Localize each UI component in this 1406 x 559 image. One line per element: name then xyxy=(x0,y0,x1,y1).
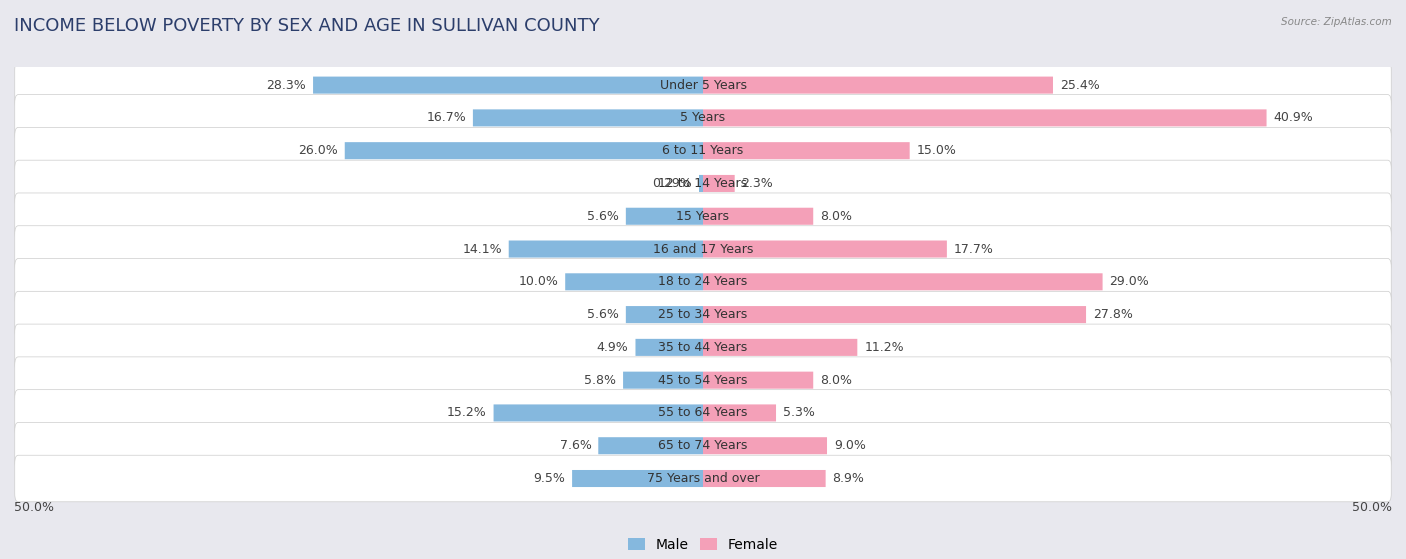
FancyBboxPatch shape xyxy=(14,160,1392,207)
FancyBboxPatch shape xyxy=(572,470,703,487)
Text: 2.3%: 2.3% xyxy=(741,177,773,190)
Text: Under 5 Years: Under 5 Years xyxy=(659,79,747,92)
FancyBboxPatch shape xyxy=(14,226,1392,272)
FancyBboxPatch shape xyxy=(14,127,1392,174)
FancyBboxPatch shape xyxy=(314,77,703,94)
FancyBboxPatch shape xyxy=(703,404,776,421)
Text: 55 to 64 Years: 55 to 64 Years xyxy=(658,406,748,419)
FancyBboxPatch shape xyxy=(703,110,1267,126)
FancyBboxPatch shape xyxy=(703,208,813,225)
FancyBboxPatch shape xyxy=(626,208,703,225)
Text: 15 Years: 15 Years xyxy=(676,210,730,222)
FancyBboxPatch shape xyxy=(14,423,1392,469)
Text: 40.9%: 40.9% xyxy=(1274,111,1313,125)
Text: 12 to 14 Years: 12 to 14 Years xyxy=(658,177,748,190)
FancyBboxPatch shape xyxy=(703,240,946,258)
FancyBboxPatch shape xyxy=(699,175,703,192)
Text: 50.0%: 50.0% xyxy=(14,501,53,514)
Text: 26.0%: 26.0% xyxy=(298,144,337,157)
Text: 5.8%: 5.8% xyxy=(585,373,616,387)
Text: INCOME BELOW POVERTY BY SEX AND AGE IN SULLIVAN COUNTY: INCOME BELOW POVERTY BY SEX AND AGE IN S… xyxy=(14,17,600,35)
Text: 0.29%: 0.29% xyxy=(652,177,692,190)
Text: 7.6%: 7.6% xyxy=(560,439,592,452)
FancyBboxPatch shape xyxy=(703,142,910,159)
Text: 9.0%: 9.0% xyxy=(834,439,866,452)
FancyBboxPatch shape xyxy=(623,372,703,389)
Text: 65 to 74 Years: 65 to 74 Years xyxy=(658,439,748,452)
FancyBboxPatch shape xyxy=(703,470,825,487)
Text: 27.8%: 27.8% xyxy=(1092,308,1133,321)
Text: Source: ZipAtlas.com: Source: ZipAtlas.com xyxy=(1281,17,1392,27)
Text: 8.0%: 8.0% xyxy=(820,373,852,387)
FancyBboxPatch shape xyxy=(703,273,1102,290)
FancyBboxPatch shape xyxy=(14,193,1392,239)
Text: 8.9%: 8.9% xyxy=(832,472,865,485)
Text: 5.6%: 5.6% xyxy=(588,308,619,321)
FancyBboxPatch shape xyxy=(14,324,1392,371)
FancyBboxPatch shape xyxy=(703,175,735,192)
Text: 45 to 54 Years: 45 to 54 Years xyxy=(658,373,748,387)
Text: 16 and 17 Years: 16 and 17 Years xyxy=(652,243,754,255)
Text: 5.3%: 5.3% xyxy=(783,406,815,419)
FancyBboxPatch shape xyxy=(14,390,1392,436)
FancyBboxPatch shape xyxy=(14,291,1392,338)
Text: 9.5%: 9.5% xyxy=(533,472,565,485)
Text: 29.0%: 29.0% xyxy=(1109,276,1149,288)
FancyBboxPatch shape xyxy=(14,455,1392,502)
FancyBboxPatch shape xyxy=(509,240,703,258)
Text: 5 Years: 5 Years xyxy=(681,111,725,125)
FancyBboxPatch shape xyxy=(14,62,1392,108)
Text: 28.3%: 28.3% xyxy=(266,79,307,92)
FancyBboxPatch shape xyxy=(14,94,1392,141)
Text: 5.6%: 5.6% xyxy=(588,210,619,222)
FancyBboxPatch shape xyxy=(472,110,703,126)
FancyBboxPatch shape xyxy=(636,339,703,356)
Legend: Male, Female: Male, Female xyxy=(623,532,783,557)
FancyBboxPatch shape xyxy=(14,258,1392,305)
Text: 8.0%: 8.0% xyxy=(820,210,852,222)
FancyBboxPatch shape xyxy=(626,306,703,323)
Text: 6 to 11 Years: 6 to 11 Years xyxy=(662,144,744,157)
Text: 17.7%: 17.7% xyxy=(953,243,994,255)
Text: 18 to 24 Years: 18 to 24 Years xyxy=(658,276,748,288)
FancyBboxPatch shape xyxy=(703,437,827,454)
FancyBboxPatch shape xyxy=(703,372,813,389)
Text: 25.4%: 25.4% xyxy=(1060,79,1099,92)
Text: 25 to 34 Years: 25 to 34 Years xyxy=(658,308,748,321)
Text: 75 Years and over: 75 Years and over xyxy=(647,472,759,485)
FancyBboxPatch shape xyxy=(703,339,858,356)
Text: 14.1%: 14.1% xyxy=(463,243,502,255)
FancyBboxPatch shape xyxy=(14,357,1392,404)
Text: 35 to 44 Years: 35 to 44 Years xyxy=(658,341,748,354)
FancyBboxPatch shape xyxy=(703,77,1053,94)
Text: 15.2%: 15.2% xyxy=(447,406,486,419)
Text: 10.0%: 10.0% xyxy=(519,276,558,288)
Text: 15.0%: 15.0% xyxy=(917,144,956,157)
FancyBboxPatch shape xyxy=(565,273,703,290)
Text: 50.0%: 50.0% xyxy=(1353,501,1392,514)
FancyBboxPatch shape xyxy=(703,306,1085,323)
FancyBboxPatch shape xyxy=(494,404,703,421)
FancyBboxPatch shape xyxy=(599,437,703,454)
Text: 4.9%: 4.9% xyxy=(596,341,628,354)
FancyBboxPatch shape xyxy=(344,142,703,159)
Text: 11.2%: 11.2% xyxy=(865,341,904,354)
Text: 16.7%: 16.7% xyxy=(426,111,465,125)
